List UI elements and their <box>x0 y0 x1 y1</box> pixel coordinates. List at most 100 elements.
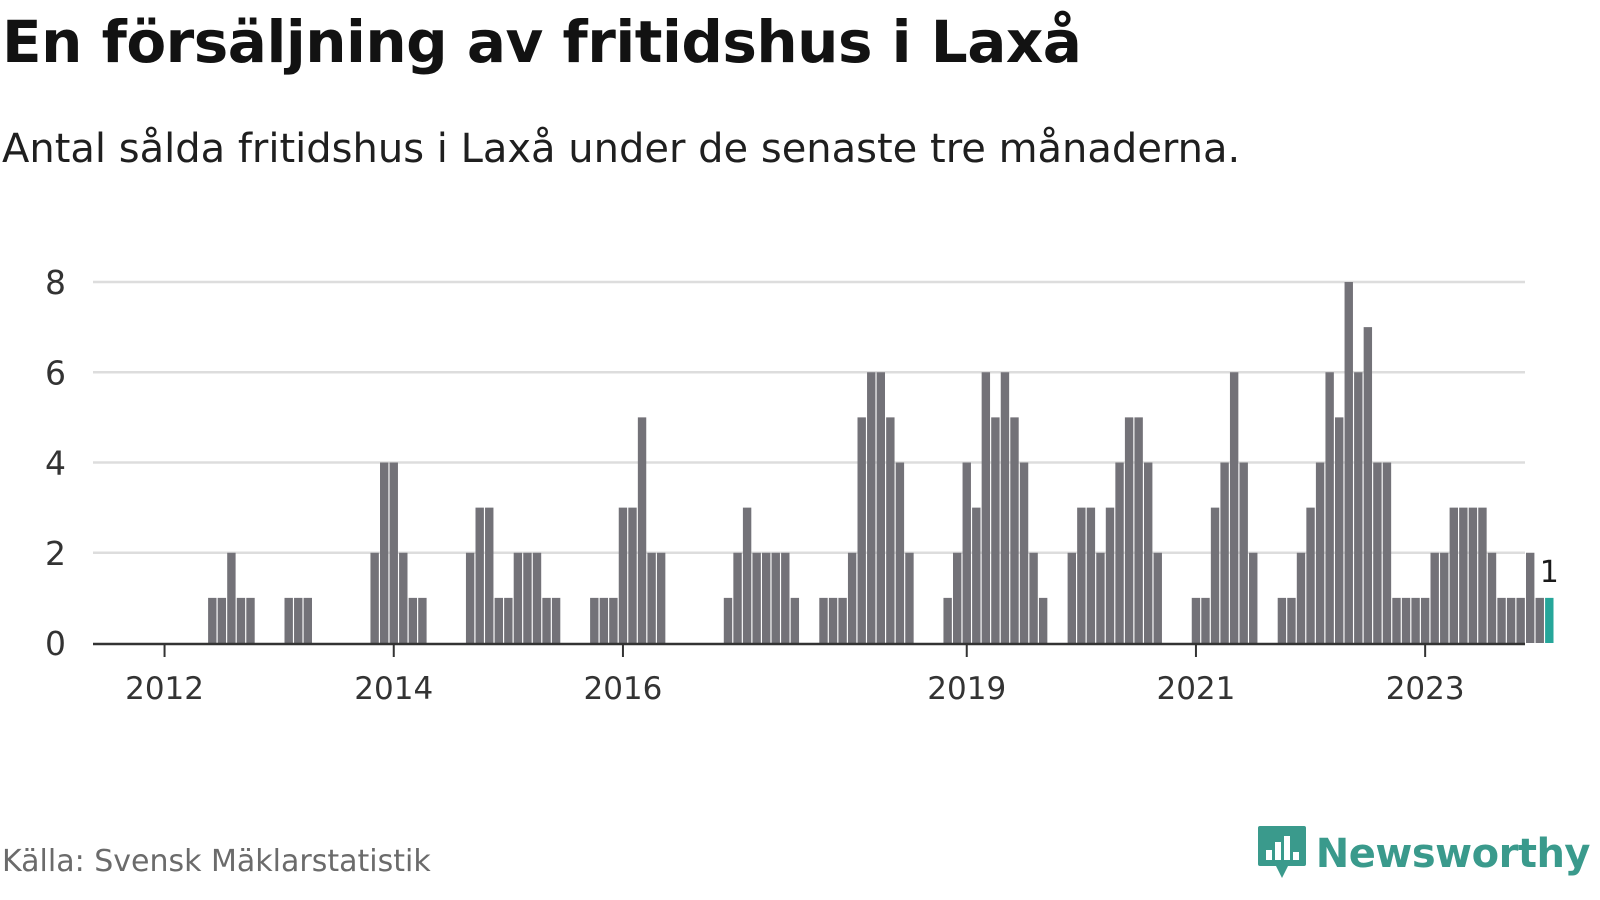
bar <box>752 552 761 643</box>
bar <box>1239 462 1248 643</box>
bar <box>1201 597 1210 643</box>
bar <box>1229 372 1239 643</box>
bar <box>1000 372 1010 643</box>
bar <box>733 552 742 643</box>
bar <box>867 372 876 643</box>
bar <box>886 417 895 643</box>
y-tick-label: 4 <box>45 444 66 483</box>
bar <box>551 597 561 643</box>
bar <box>370 552 379 643</box>
bar <box>781 552 790 643</box>
bar <box>1077 507 1086 643</box>
bar <box>504 597 513 643</box>
bar <box>1115 462 1124 643</box>
bar <box>236 597 246 643</box>
source-note: Källa: Svensk Mäklarstatistik <box>2 844 431 879</box>
bar <box>1249 552 1258 643</box>
bar <box>1487 552 1497 643</box>
bar <box>609 597 618 643</box>
bar <box>1335 417 1344 643</box>
bar <box>723 597 733 643</box>
bar <box>819 597 828 643</box>
bar <box>1535 597 1544 643</box>
bar <box>1526 552 1535 643</box>
bar <box>905 552 914 643</box>
bar <box>1430 552 1439 643</box>
bar <box>475 507 484 643</box>
bar <box>857 417 866 643</box>
bar <box>790 597 800 643</box>
y-tick-label: 2 <box>45 534 66 573</box>
bar <box>1038 597 1048 643</box>
bar <box>1315 462 1325 643</box>
bar <box>1506 597 1516 643</box>
bar <box>1497 597 1506 643</box>
bar <box>1124 417 1134 643</box>
x-tick-label: 2021 <box>1156 671 1235 707</box>
x-tick-label: 2016 <box>583 671 662 707</box>
bar <box>972 507 981 643</box>
bar <box>294 597 303 643</box>
bar <box>494 597 503 643</box>
bar <box>943 597 952 643</box>
bar <box>227 552 236 643</box>
bar <box>389 462 398 643</box>
bar <box>485 507 494 643</box>
bar <box>1440 552 1449 643</box>
x-tick-label: 2012 <box>125 671 204 707</box>
bar <box>637 417 647 643</box>
bar <box>399 552 408 643</box>
bar <box>1144 462 1153 643</box>
bar <box>1029 552 1038 643</box>
bar <box>523 552 532 643</box>
bar-current <box>1545 597 1554 643</box>
bar <box>1296 552 1306 643</box>
x-tick-label: 2019 <box>927 671 1006 707</box>
bar <box>1382 462 1392 643</box>
bar <box>1459 507 1468 643</box>
bar <box>1067 552 1076 643</box>
bar <box>599 597 609 643</box>
bar <box>838 597 847 643</box>
bar <box>618 507 628 643</box>
bar <box>1325 372 1334 643</box>
bar <box>542 597 551 643</box>
bar <box>590 597 599 643</box>
bar <box>1478 507 1487 643</box>
bar <box>532 552 542 643</box>
bar <box>303 597 312 643</box>
x-tick-label: 2023 <box>1386 671 1465 707</box>
bar <box>1134 417 1143 643</box>
bar <box>953 552 962 643</box>
bar <box>418 597 427 643</box>
bar <box>1449 507 1458 643</box>
bar <box>1306 507 1315 643</box>
bar <box>762 552 771 643</box>
bar <box>1392 597 1401 643</box>
bar <box>895 462 905 643</box>
bar <box>1210 507 1220 643</box>
bar <box>465 552 475 643</box>
bar <box>1287 597 1296 643</box>
bar <box>513 552 523 643</box>
bar <box>1153 552 1162 643</box>
bar <box>647 552 656 643</box>
bar <box>1373 462 1382 643</box>
bar <box>847 552 857 643</box>
bar <box>246 597 255 643</box>
bar <box>1086 507 1096 643</box>
bar <box>656 552 666 643</box>
bar <box>217 597 227 643</box>
bar <box>1096 552 1105 643</box>
bar <box>742 507 752 643</box>
bar <box>771 552 780 643</box>
bar <box>1411 597 1420 643</box>
bar <box>1420 597 1430 643</box>
bar <box>876 372 885 643</box>
newsworthy-chart-icon <box>1257 826 1306 878</box>
bar <box>1191 597 1201 643</box>
bar <box>284 597 293 643</box>
brand-name: Newsworthy <box>1315 831 1591 877</box>
bar <box>1401 597 1411 643</box>
bar <box>962 462 971 643</box>
